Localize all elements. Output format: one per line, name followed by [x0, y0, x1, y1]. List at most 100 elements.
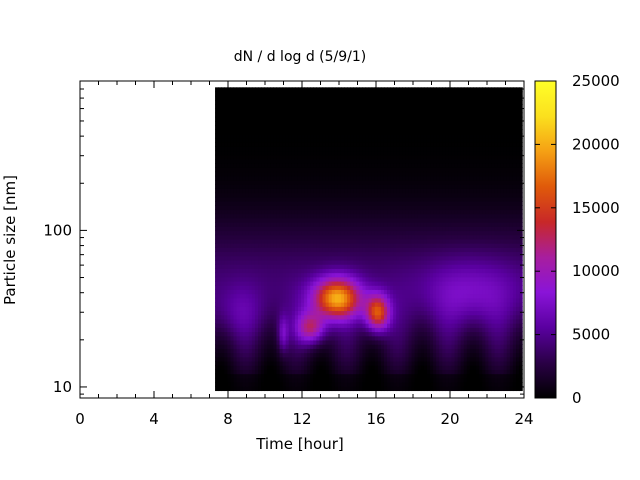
heatmap-cell — [233, 184, 238, 189]
heatmap-cell — [288, 146, 293, 152]
heatmap-cell — [368, 226, 373, 232]
heatmap-cell — [328, 382, 333, 387]
heatmap-cell — [258, 377, 262, 383]
heatmap-cell — [297, 360, 302, 366]
heatmap-cell — [279, 222, 284, 227]
heatmap-cell — [423, 339, 428, 345]
heatmap-cell — [267, 306, 271, 312]
heatmap-cell — [414, 268, 419, 274]
heatmap-cell — [267, 297, 271, 303]
heatmap-cell — [414, 306, 419, 312]
heatmap-cell — [371, 129, 376, 135]
heatmap-cell — [408, 318, 413, 324]
heatmap-cell — [313, 209, 317, 215]
heatmap-cell — [362, 247, 367, 253]
heatmap-cell — [362, 167, 367, 173]
heatmap-cell — [334, 373, 339, 379]
heatmap-cell — [313, 129, 317, 135]
heatmap-cell — [396, 171, 400, 177]
heatmap-cell — [291, 302, 296, 307]
heatmap-cell — [371, 99, 376, 105]
heatmap-cell — [291, 243, 296, 248]
heatmap-cell — [279, 234, 284, 240]
heatmap-cell — [390, 175, 394, 181]
heatmap-cell — [380, 125, 385, 131]
heatmap-cell — [273, 386, 278, 392]
heatmap-cell — [242, 272, 247, 278]
heatmap-cell — [248, 247, 253, 253]
heatmap-cell — [414, 369, 419, 375]
heatmap-cell — [285, 154, 290, 160]
heatmap-cell — [331, 314, 336, 320]
heatmap-cell — [322, 386, 327, 392]
heatmap-cell — [307, 289, 311, 295]
heatmap-cell — [374, 335, 379, 341]
heatmap-cell — [334, 121, 339, 126]
heatmap-cell — [423, 360, 428, 366]
heatmap-cell — [251, 200, 256, 206]
heatmap-cell — [420, 335, 425, 341]
heatmap-cell — [387, 259, 391, 265]
heatmap-cell — [301, 196, 305, 202]
heatmap-cell — [224, 352, 228, 358]
heatmap-cell — [350, 91, 354, 97]
heatmap-cell — [319, 112, 324, 118]
heatmap-cell — [387, 163, 391, 168]
heatmap-cell — [273, 352, 278, 358]
heatmap-cell — [414, 373, 419, 379]
heatmap-cell — [307, 314, 311, 320]
heatmap-cell — [251, 104, 256, 109]
heatmap-cell — [383, 306, 388, 312]
heatmap-cell — [328, 104, 333, 109]
heatmap-cell — [390, 179, 394, 185]
heatmap-cell — [387, 247, 391, 253]
heatmap-cell — [337, 280, 342, 286]
heatmap-cell — [261, 272, 265, 278]
heatmap-cell — [301, 382, 305, 387]
heatmap-cell — [368, 377, 373, 383]
heatmap-cell — [248, 146, 253, 152]
heatmap-cell — [331, 158, 336, 164]
heatmap-cell — [304, 382, 308, 387]
heatmap-cell — [334, 175, 339, 181]
heatmap-cell — [230, 205, 235, 211]
heatmap-cell — [297, 137, 302, 143]
heatmap-cell — [371, 205, 376, 211]
heatmap-cell — [242, 154, 247, 160]
heatmap-cell — [215, 179, 219, 185]
heatmap-cell — [353, 382, 357, 387]
heatmap-cell — [319, 365, 324, 370]
heatmap-cell — [396, 344, 400, 349]
heatmap-cell — [273, 99, 278, 105]
heatmap-cell — [405, 171, 410, 177]
heatmap-cell — [390, 352, 394, 358]
heatmap-cell — [380, 344, 385, 349]
heatmap-cell — [344, 314, 348, 320]
heatmap-cell — [310, 137, 314, 143]
heatmap-cell — [374, 314, 379, 320]
heatmap-cell — [221, 234, 225, 240]
heatmap-cell — [307, 112, 311, 118]
heatmap-cell — [328, 108, 333, 114]
heatmap-cell — [319, 163, 324, 168]
heatmap-cell — [258, 386, 262, 392]
heatmap-cell — [423, 108, 428, 114]
heatmap-cell — [316, 91, 321, 97]
heatmap-cell — [282, 133, 287, 139]
heatmap-cell — [377, 104, 382, 109]
heatmap-cell — [285, 247, 290, 253]
heatmap-cell — [270, 318, 274, 324]
heatmap-cell — [399, 276, 403, 282]
heatmap-cell — [221, 289, 225, 295]
heatmap-cell — [258, 289, 262, 295]
heatmap-cell — [270, 171, 274, 177]
heatmap-cell — [374, 268, 379, 274]
heatmap-cell — [325, 268, 330, 274]
heatmap-cell — [297, 108, 302, 114]
heatmap-cell — [396, 175, 400, 181]
heatmap-cell — [390, 268, 394, 274]
heatmap-cell — [344, 293, 348, 299]
heatmap-cell — [383, 369, 388, 375]
heatmap-cell — [242, 200, 247, 206]
heatmap-cell — [294, 382, 299, 387]
